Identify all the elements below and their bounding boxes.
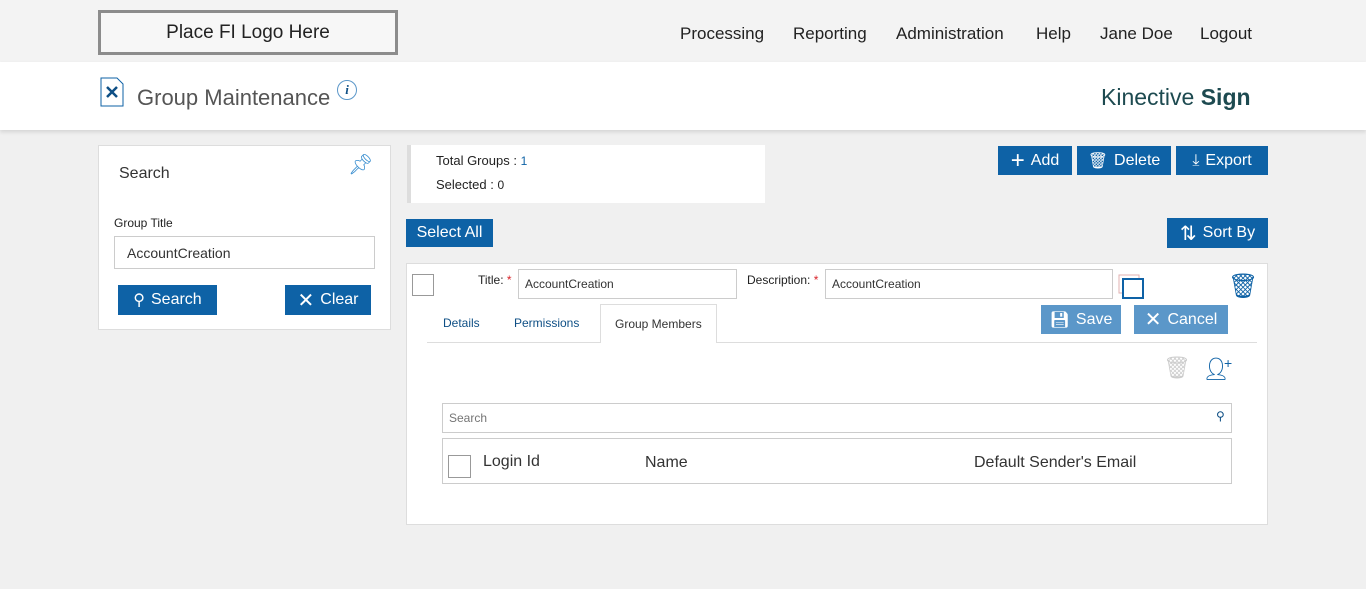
sort-icon: ⇅ — [1179, 222, 1197, 245]
search-icon: ⚲ — [133, 292, 145, 309]
title-input[interactable]: AccountCreation — [518, 269, 737, 299]
close-icon: ✕ — [1144, 309, 1162, 331]
add-button[interactable]: + Add — [998, 146, 1072, 175]
delete-button[interactable]: 🗑︎ Delete — [1077, 146, 1171, 175]
tab-details[interactable]: Details — [443, 316, 480, 330]
nav-logout[interactable]: Logout — [1200, 24, 1252, 43]
document-icon — [100, 77, 124, 107]
search-panel-title: Search — [119, 165, 170, 182]
select-all-button[interactable]: Select All — [406, 219, 493, 247]
delete-group-icon[interactable]: 🗑︎ — [1228, 273, 1259, 300]
export-button[interactable]: ⤓ Export — [1176, 146, 1268, 175]
logo-placeholder: Place FI Logo Here — [98, 10, 398, 55]
page-header — [0, 62, 1366, 130]
page-title: Group Maintenance — [137, 85, 331, 110]
description-label: Description: * — [747, 273, 819, 287]
group-title-input[interactable]: AccountCreation — [114, 236, 375, 269]
title-label: Title: * — [478, 273, 512, 287]
group-title-label: Group Title — [114, 216, 173, 230]
nav-processing[interactable]: Processing — [680, 24, 765, 43]
info-icon[interactable]: i — [337, 80, 357, 100]
clear-button[interactable]: ✕ Clear — [285, 285, 371, 315]
pin-icon[interactable]: 📌︎ — [348, 154, 374, 176]
add-member-icon[interactable]: 👤︎+ — [1202, 355, 1233, 382]
summary-box: Total Groups : 1 Selected : 0 — [407, 145, 765, 203]
column-login-id[interactable]: Login Id — [483, 453, 540, 470]
trash-icon: 🗑︎ — [1087, 152, 1109, 170]
nav-reporting[interactable]: Reporting — [793, 24, 867, 43]
search-icon[interactable]: ⚲ — [1216, 409, 1225, 423]
save-button[interactable]: 💾︎ Save — [1041, 305, 1121, 334]
remove-member-icon[interactable]: 🗑︎ — [1163, 355, 1191, 380]
select-all-members-checkbox[interactable] — [448, 455, 471, 478]
group-checkbox[interactable] — [412, 274, 434, 296]
nav-administration[interactable]: Administration — [896, 24, 1004, 43]
description-input[interactable]: AccountCreation — [825, 269, 1113, 299]
brand-logo: Kinective Sign — [1101, 84, 1251, 110]
column-name[interactable]: Name — [645, 454, 688, 471]
tab-group-members[interactable]: Group Members — [600, 304, 717, 343]
save-icon: 💾︎ — [1049, 311, 1070, 329]
plus-icon: + — [1010, 146, 1025, 174]
close-icon: ✕ — [297, 289, 315, 312]
tab-divider — [427, 342, 1257, 343]
search-button[interactable]: ⚲ Search — [118, 285, 217, 315]
copy-icon[interactable] — [1118, 274, 1146, 300]
download-icon: ⤓ — [1192, 151, 1200, 169]
cancel-button[interactable]: ✕ Cancel — [1134, 305, 1228, 334]
sort-by-button[interactable]: ⇅ Sort By — [1167, 218, 1268, 248]
nav-user[interactable]: Jane Doe — [1100, 24, 1173, 43]
member-search-input[interactable] — [442, 403, 1232, 433]
members-table-header — [442, 438, 1232, 484]
group-card — [406, 263, 1268, 525]
tab-permissions[interactable]: Permissions — [514, 316, 580, 330]
nav-help[interactable]: Help — [1036, 24, 1071, 43]
column-email[interactable]: Default Sender's Email — [974, 454, 1137, 471]
